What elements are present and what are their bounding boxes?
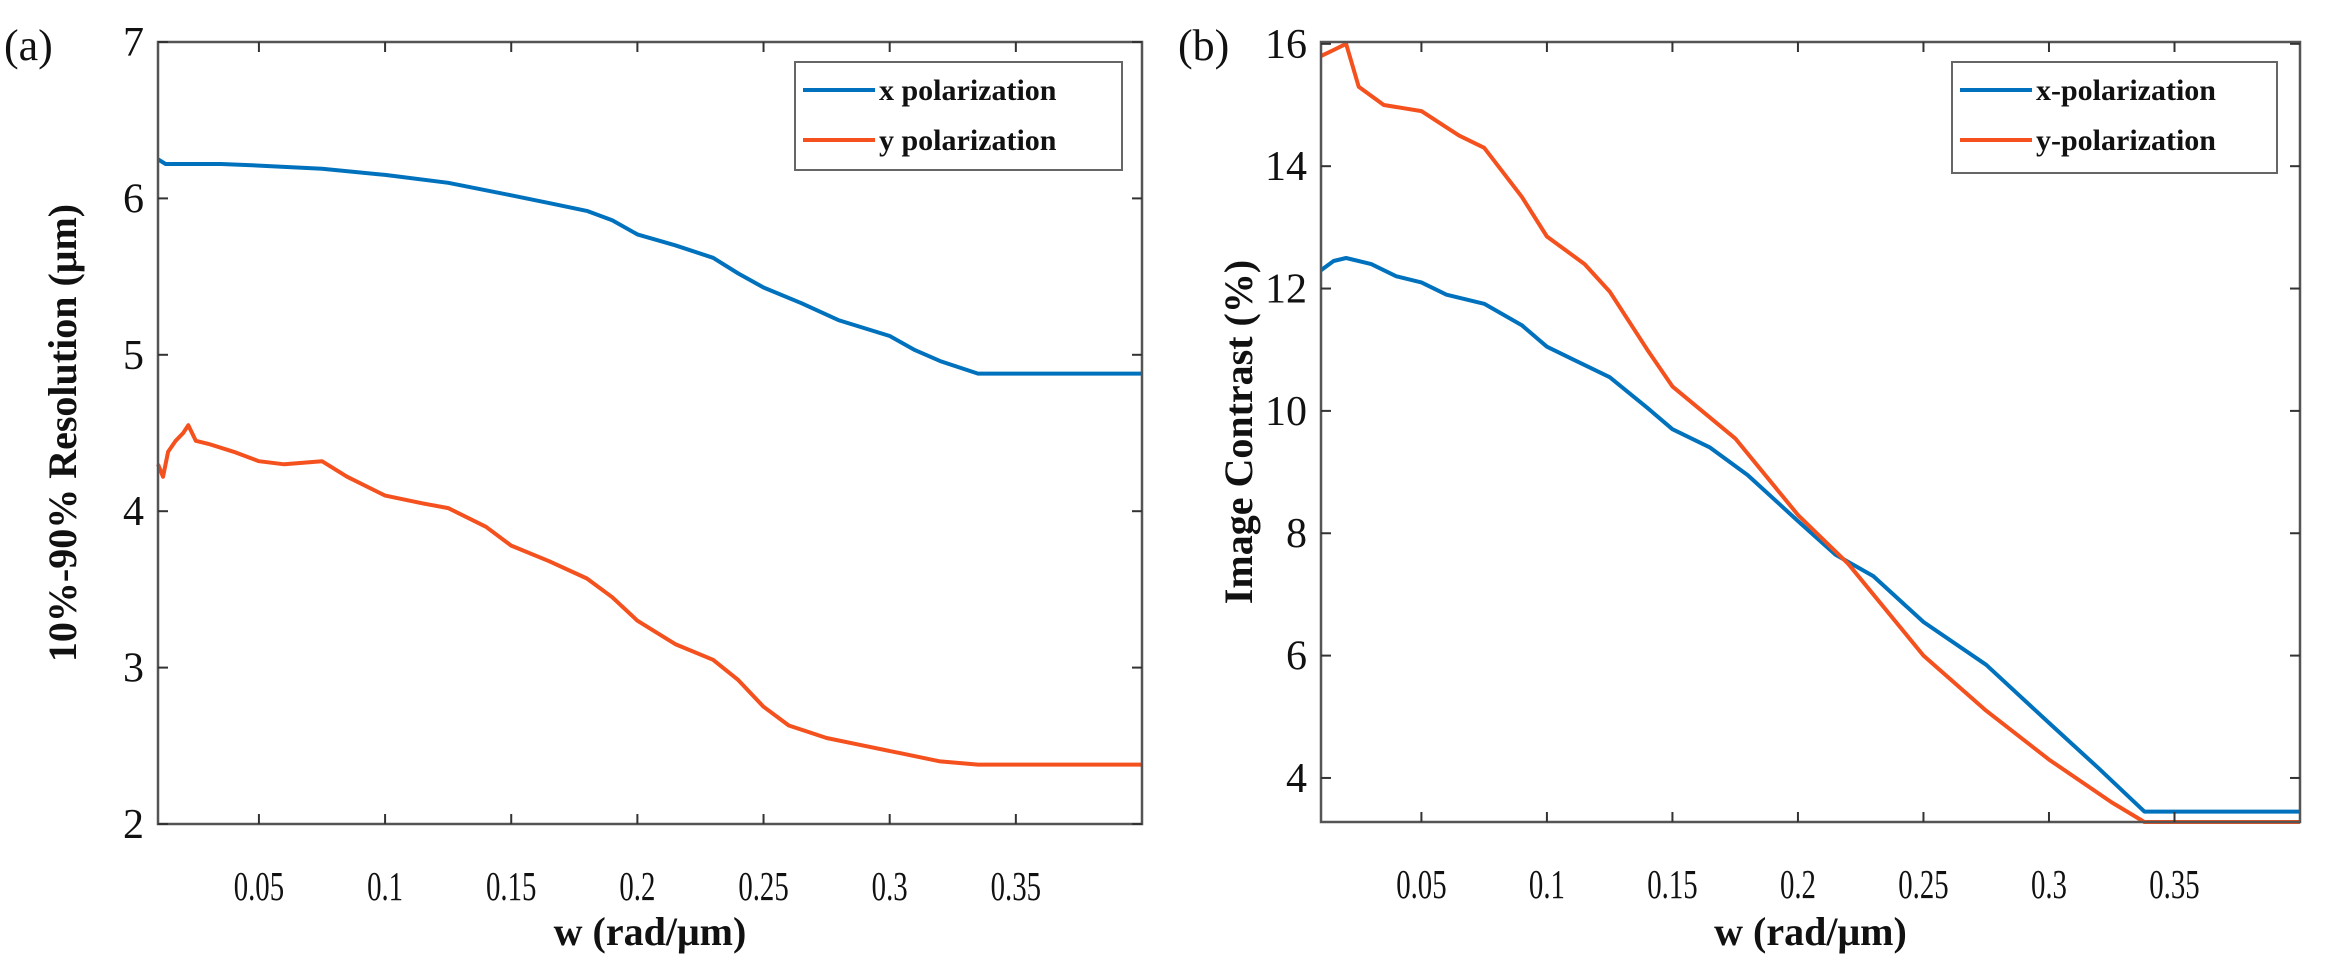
x-axis-title: w (rad/μm) <box>554 909 747 954</box>
y-tick-label: 10 <box>1265 389 1307 435</box>
x-tick-label: 0.05 <box>234 863 284 909</box>
x-tick-label: 0.1 <box>1529 861 1565 907</box>
legend-box <box>794 61 1123 171</box>
x-tick-label: 0.25 <box>1898 861 1948 907</box>
y-tick-label: 5 <box>123 333 144 379</box>
axes-box <box>1319 40 2302 824</box>
y-tick-label: 4 <box>1286 756 1307 802</box>
x-tick-label: 0.1 <box>367 863 403 909</box>
y-tick-label: 4 <box>123 489 144 535</box>
y-tick-label: 14 <box>1265 144 1307 190</box>
x-tick-label: 0.3 <box>872 863 908 909</box>
legend-label: y polarization <box>879 124 1057 157</box>
y-axis-title: Image Contrast (%) <box>1216 260 1261 604</box>
x-tick-label: 0.15 <box>486 863 536 909</box>
series-line-x-polarization <box>1319 256 2300 814</box>
chart-panel-a: 0.05 0.1 0.15 0.2 0.25 0.3 0.35 2 3 4 5 6 7 w (rad/μm… <box>4 20 1144 954</box>
panel-label: (b) <box>1178 21 1229 70</box>
panel-label: (a) <box>4 21 53 70</box>
y-tick-label: 16 <box>1265 22 1307 68</box>
x-tick-label: 0.35 <box>991 863 1041 909</box>
series-line-y-polarization <box>156 423 1142 767</box>
y-tick-label: 12 <box>1265 267 1307 313</box>
series-line-y-polarization <box>1320 41 2300 824</box>
y-tick-label: 8 <box>1286 511 1307 557</box>
x-axis-title: w (rad/μm) <box>1714 909 1907 954</box>
y-tick-label: 2 <box>123 802 144 848</box>
legend-label: x-polarization <box>2036 74 2216 107</box>
legend-label: y-polarization <box>2036 124 2216 157</box>
chart-panel-b: 0.05 0.1 0.15 0.2 0.25 0.3 0.35 4 6 8 10 12 14 16 w (r… <box>1178 21 2302 954</box>
legend-box <box>1951 61 2278 174</box>
legend: x-polarization y-polarization <box>1951 61 2278 174</box>
axes-box <box>156 40 1144 826</box>
x-tick-label: 0.2 <box>1780 861 1816 907</box>
y-tick-label: 3 <box>123 646 144 692</box>
y-tick-label: 7 <box>123 20 144 66</box>
x-tick-label: 0.35 <box>2149 861 2199 907</box>
legend-label: x polarization <box>879 74 1057 107</box>
x-tick-label: 0.3 <box>2031 861 2067 907</box>
y-tick-label: 6 <box>123 176 144 222</box>
x-tick-label: 0.15 <box>1647 861 1697 907</box>
x-tick-label: 0.2 <box>619 863 655 909</box>
legend: x polarization y polarization <box>794 61 1123 171</box>
x-tick-label: 0.05 <box>1396 861 1446 907</box>
y-tick-label: 6 <box>1286 634 1307 680</box>
series-line-x-polarization <box>156 157 1142 376</box>
x-tick-label: 0.25 <box>738 863 788 909</box>
y-axis-title: 10%-90% Resolution (μm) <box>40 204 85 662</box>
